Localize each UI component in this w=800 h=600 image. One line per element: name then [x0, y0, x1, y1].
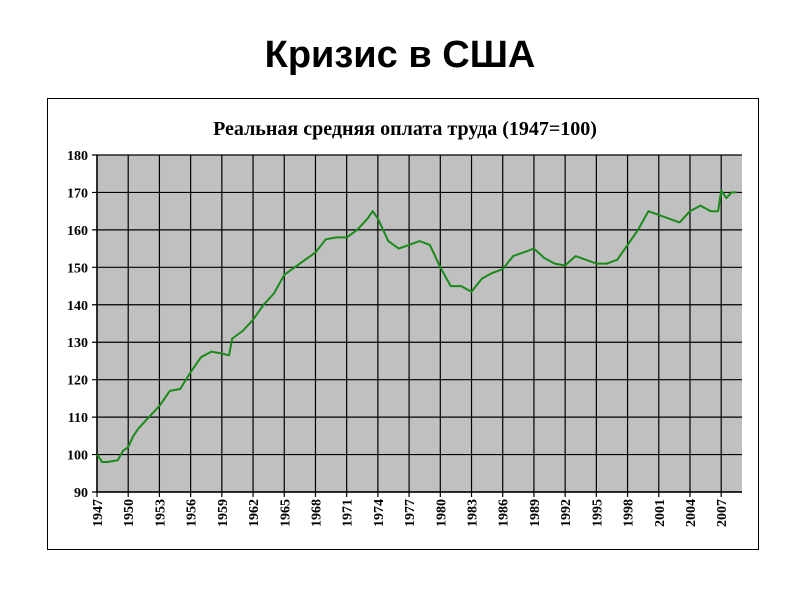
x-tick-label: 2004: [684, 499, 699, 527]
x-tick-label: 1974: [372, 499, 387, 527]
x-tick-label: 1950: [122, 499, 137, 527]
y-tick-label: 100: [67, 449, 88, 464]
x-tick-label: 2001: [653, 499, 668, 527]
x-tick-label: 1971: [341, 499, 356, 527]
x-tick-label: 1980: [434, 499, 449, 527]
y-tick-label: 170: [67, 186, 88, 201]
x-tick-label: 1989: [528, 499, 543, 527]
slide-title: Кризис в США: [264, 34, 536, 76]
y-tick-label: 160: [67, 224, 88, 239]
y-tick-label: 150: [67, 261, 88, 276]
y-tick-label: 120: [67, 374, 88, 389]
x-tick-label: 1998: [622, 499, 637, 527]
plot-area: [97, 155, 742, 492]
x-tick-label: 1959: [216, 499, 231, 527]
y-tick-label: 140: [67, 299, 88, 314]
x-tick-label: 1995: [590, 499, 605, 527]
x-tick-label: 1962: [247, 499, 262, 527]
x-tick-label: 1968: [309, 499, 324, 527]
y-tick-label: 90: [74, 486, 88, 501]
x-tick-label: 1983: [466, 499, 481, 527]
x-tick-label: 1953: [153, 499, 168, 527]
x-tick-label: 2007: [715, 499, 730, 527]
chart-frame: [47, 98, 759, 550]
x-tick-label: 1986: [497, 499, 512, 527]
y-tick-label: 180: [67, 149, 88, 164]
x-tick-label: 1977: [403, 499, 418, 527]
y-tick-label: 110: [68, 411, 88, 426]
x-tick-label: 1965: [278, 499, 293, 527]
chart-title: Реальная средняя оплата труда (1947=100): [213, 118, 597, 140]
x-tick-label: 1956: [185, 499, 200, 527]
y-tick-label: 130: [67, 336, 88, 351]
x-tick-label: 1947: [91, 499, 106, 527]
series-line: [96, 189, 737, 463]
x-tick-label: 1992: [559, 499, 574, 527]
